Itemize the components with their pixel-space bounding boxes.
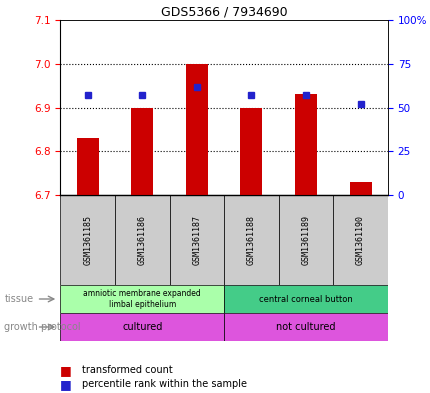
Text: GSM1361189: GSM1361189	[301, 215, 310, 265]
Bar	[77, 138, 98, 195]
Text: GSM1361190: GSM1361190	[355, 215, 364, 265]
Bar	[240, 108, 262, 195]
Text: not cultured: not cultured	[276, 322, 335, 332]
Text: amniotic membrane expanded
limbal epithelium: amniotic membrane expanded limbal epithe…	[83, 289, 201, 309]
Text: GSM1361186: GSM1361186	[138, 215, 146, 265]
Bar	[349, 182, 371, 195]
Text: GSM1361187: GSM1361187	[192, 215, 201, 265]
Text: central corneal button: central corneal button	[258, 294, 352, 303]
Bar	[224, 285, 387, 313]
Bar	[169, 195, 224, 285]
Bar	[185, 64, 207, 195]
Text: ■: ■	[60, 364, 72, 377]
Bar	[295, 94, 316, 195]
Bar	[60, 285, 224, 313]
Text: ■: ■	[60, 378, 72, 391]
Bar	[332, 195, 387, 285]
Text: growth protocol: growth protocol	[4, 322, 81, 332]
Text: GSM1361185: GSM1361185	[83, 215, 92, 265]
Text: GSM1361188: GSM1361188	[246, 215, 255, 265]
Title: GDS5366 / 7934690: GDS5366 / 7934690	[160, 6, 287, 19]
Bar	[278, 195, 332, 285]
Text: tissue: tissue	[4, 294, 34, 304]
Bar	[224, 195, 278, 285]
Bar	[60, 313, 224, 341]
Bar	[115, 195, 169, 285]
Text: cultured: cultured	[122, 322, 162, 332]
Bar	[131, 108, 153, 195]
Bar	[224, 313, 387, 341]
Text: percentile rank within the sample: percentile rank within the sample	[82, 379, 246, 389]
Text: transformed count: transformed count	[82, 365, 172, 375]
Bar	[60, 195, 115, 285]
